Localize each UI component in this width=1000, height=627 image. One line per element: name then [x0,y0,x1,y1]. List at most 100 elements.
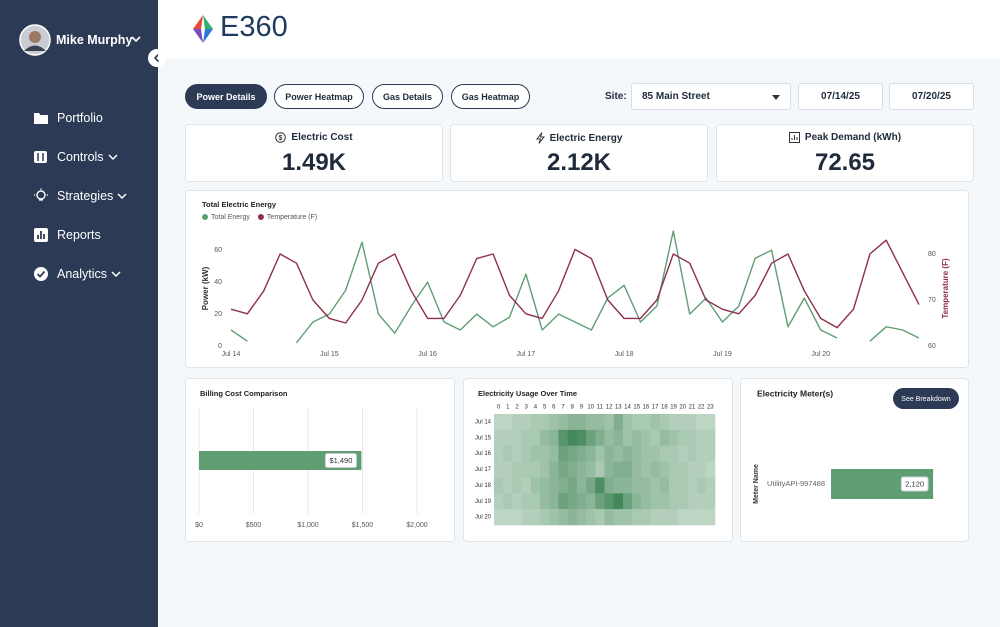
heat-cell [558,461,568,478]
heat-cell [494,429,504,447]
tab[interactable]: Gas Details [372,84,443,109]
button[interactable] [893,388,959,409]
x-tick-label: 11 [597,405,604,411]
heat-cell [595,414,605,431]
heat-cell [540,477,550,494]
y-tick-label: Jul 20 [475,515,492,521]
heat-cell [503,414,513,431]
heat-cell [567,477,578,494]
heat-cell [705,477,716,494]
tab[interactable]: Gas Heatmap [451,84,530,109]
tab[interactable]: Power Details [185,84,267,109]
heat-cell [604,461,615,478]
heat-cell [632,414,642,431]
heat-cell [696,477,707,494]
heat-cell [567,493,578,510]
kpi-label-row: Electric Energy [451,132,707,144]
x-tick-label: 10 [587,405,594,411]
end-date[interactable]: 07/20/25 [889,83,974,110]
heat-cell [521,414,532,431]
heat-cell [586,509,596,526]
heat-cell [503,445,513,462]
start-date[interactable]: 07/14/25 [798,83,883,110]
heat-cell [641,509,651,526]
user-menu-chevron[interactable] [131,35,141,43]
heat-cell [494,461,504,478]
y-tick-label: Jul 15 [475,435,492,441]
nav-item[interactable]: Reports [33,225,101,245]
heat-cell [503,509,513,526]
heat-cell [586,445,596,462]
x-tick-label: 4 [534,405,538,411]
heat-cell [558,429,568,447]
line-chart: Total Electric Energy Total Energy Tempera… [201,200,950,358]
heat-cell [549,445,559,462]
heat-cell [576,461,587,478]
button-label[interactable]: See Breakdown [901,396,951,403]
x-tick-label: $1,000 [297,522,319,529]
tab[interactable]: Power Heatmap [274,84,364,109]
x-tick-label: 21 [689,405,696,411]
series-line [230,230,920,344]
heat-cell [494,509,504,526]
nav-item[interactable]: Analytics [33,264,131,284]
heat-cell [604,509,615,526]
heat-cell [613,477,624,494]
heat-cell [687,429,697,447]
heat-cell [604,477,615,494]
heat-cell [613,429,624,447]
heat-cell [650,429,661,447]
nav-item[interactable]: Strategies [33,186,137,206]
heat-cell [668,445,679,462]
nav-item[interactable]: Portfolio [33,108,103,128]
nav-label: Strategies [57,189,114,203]
user-name[interactable]: Mike Murphy [56,33,133,47]
value-label: 2,120 [905,479,924,488]
heat-cell [650,461,661,478]
y-tick-label: 60 [214,247,222,254]
heat-cell [659,445,670,462]
legend-label: Total Energy [211,214,250,221]
kpi-label: Electric Energy [549,132,623,144]
heat-cell [696,461,707,478]
x-tick-label: $500 [246,522,262,529]
y-tick-label: Jul 16 [475,451,492,457]
site-select[interactable]: 85 Main Street [631,83,791,110]
nav-item[interactable]: Controls [33,147,128,167]
heat-cell [549,414,559,431]
heat-cell [540,493,550,510]
heat-cell [521,461,532,478]
x-tick-label: 15 [633,405,640,411]
meter-chart: Electricity Meter(s) UtilityAPI-997488 2,1… [753,388,959,504]
logo-mark [193,15,213,43]
heat-cell [540,509,550,526]
x-tick-label: 2 [515,405,519,411]
meter-chart-card: Electricity Meter(s) UtilityAPI-997488 2,1… [740,378,969,542]
heat-cell [687,461,697,478]
x-tick-label: 3 [525,405,529,411]
logo-text: E360 [220,11,288,43]
category-label: UtilityAPI-997488 [767,479,825,488]
sidebar: Mike Murphy Portfolio Controls Strategie… [0,0,166,627]
y-axis-label: Power (kW) [201,266,210,310]
heat-cell [613,414,624,431]
heat-cell [650,414,661,431]
heat-cell [586,414,596,431]
x-tick-label: 13 [615,405,622,411]
kpi-value: 1.49K [281,149,347,176]
heat-cell [530,509,541,526]
dropdown-arrow [772,95,780,100]
bar-chart: Billing Cost Comparison $0 $500 $1,000 $1,50… [195,389,428,529]
y-tick-label: 0 [218,343,222,350]
x-tick-label: 18 [661,405,668,411]
heat-cell [622,461,633,478]
x-tick-label: Jul 16 [418,351,437,358]
heat-cell [540,445,550,462]
chart-title: Electricity Usage Over Time [478,389,577,398]
y-tick-label: Jul 18 [475,483,492,489]
heat-cell [503,493,513,510]
nav-icon [34,113,48,124]
y-tick-label: Jul 17 [475,467,492,473]
value-label-box [324,453,357,468]
heat-cell [576,414,587,431]
